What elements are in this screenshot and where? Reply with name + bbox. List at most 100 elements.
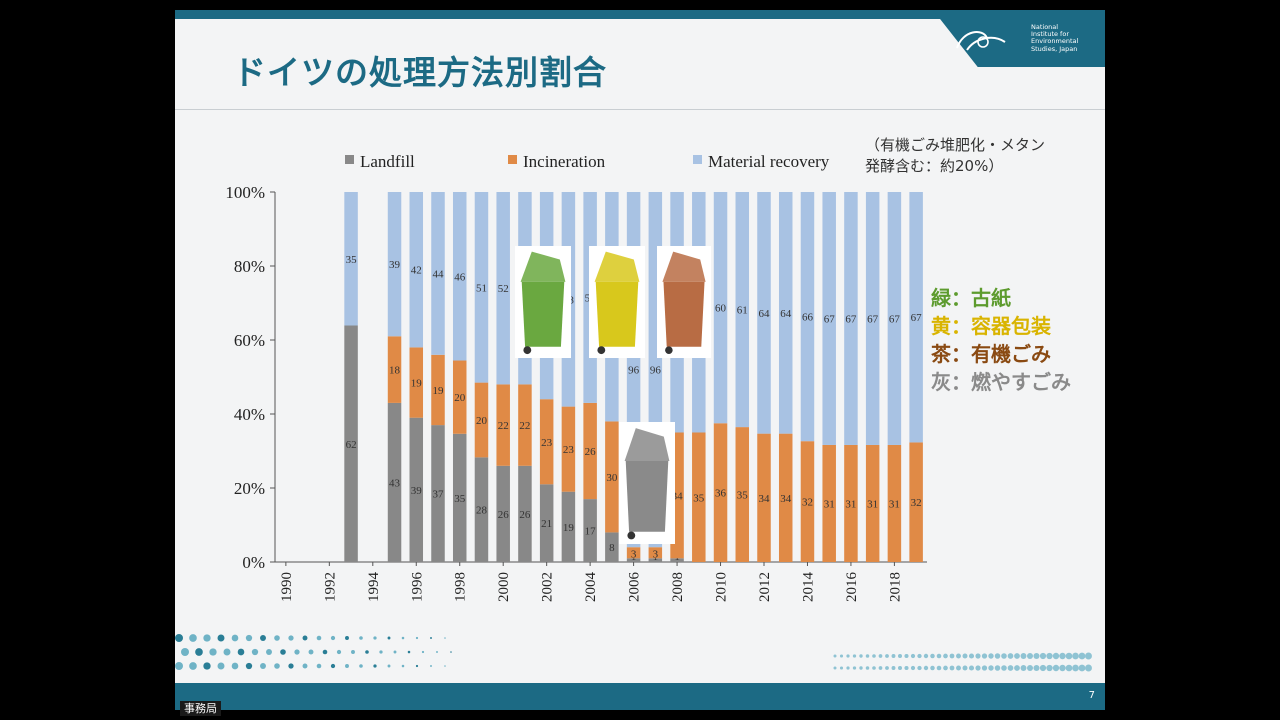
bar-incineration (887, 444, 902, 562)
data-label: 19 (433, 385, 445, 397)
bar-incineration (778, 433, 793, 562)
bar-landfill (518, 465, 532, 562)
bar-landfill (648, 558, 663, 562)
data-label: 22 (519, 420, 530, 432)
footer-bar (175, 683, 1105, 710)
bar-incineration (909, 442, 923, 562)
bar-landfill (539, 484, 554, 562)
bar-landfill (583, 499, 597, 562)
bar-landfill (474, 457, 489, 562)
page-number: 7 (1088, 690, 1095, 701)
x-tick-label: 2016 (844, 572, 860, 603)
y-tick-label: 20% (234, 479, 265, 498)
data-label: 43 (389, 477, 401, 489)
bar-material-recovery (757, 192, 771, 434)
data-label: 42 (411, 265, 422, 277)
data-label: 31 (824, 498, 835, 510)
data-label: 46 (454, 271, 466, 283)
note-line: 発酵含む：約20%） (865, 157, 1004, 175)
x-tick-label: 1998 (453, 572, 469, 602)
bin-color-legend: 緑：古紙 黄：容器包装 茶：有機ごみ 灰：燃やすごみ (931, 284, 1071, 396)
data-label: 52 (498, 283, 509, 295)
legend-label: Landfill (360, 152, 415, 171)
gray-bin-icon (619, 422, 675, 544)
bar-landfill (344, 325, 358, 562)
x-tick-label: 1992 (322, 572, 338, 602)
bar-material-recovery (344, 192, 358, 326)
bar-incineration (735, 427, 750, 562)
bar-incineration (387, 336, 402, 403)
data-label: 17 (585, 526, 597, 538)
y-tick-label: 0% (242, 553, 265, 572)
data-label: 60 (715, 303, 727, 315)
data-label: 67 (867, 313, 879, 325)
y-tick-label: 40% (234, 405, 265, 424)
slide-title: ドイツの処理方法別割合 (233, 53, 607, 92)
bar-incineration (518, 384, 532, 466)
bar-landfill (561, 491, 576, 562)
logo-text-line: Institute for (1031, 30, 1069, 39)
bar-material-recovery (713, 192, 728, 424)
data-label: 22 (498, 420, 509, 432)
data-label: 8 (609, 542, 615, 554)
data-label: 62 (346, 439, 357, 451)
data-label: 35 (454, 493, 466, 505)
x-tick-label: 2012 (757, 572, 773, 602)
data-label: 32 (802, 497, 813, 509)
chart-note: （有機ごみ堆肥化・メタン 発酵含む：約20%） (865, 135, 1045, 177)
bar-material-recovery (409, 192, 424, 348)
bar-incineration (583, 402, 597, 500)
bar-incineration (474, 382, 489, 458)
bin-legend-item: 緑：古紙 (931, 286, 1011, 310)
data-label: 44 (433, 268, 445, 280)
data-label: 20 (454, 392, 466, 404)
legend-swatch (693, 155, 702, 164)
yellow-bin-icon (589, 246, 645, 358)
data-label: 64 (780, 308, 792, 320)
data-label: 26 (498, 509, 510, 521)
bar-material-recovery (844, 192, 858, 445)
bar-material-recovery (778, 192, 793, 434)
x-tick-label: 2006 (627, 572, 643, 603)
x-tick-label: 2018 (887, 572, 903, 602)
bar-landfill (605, 532, 619, 562)
bar-landfill (626, 558, 641, 562)
bar-incineration (692, 432, 706, 562)
bar-incineration (757, 433, 771, 562)
bin-legend-item: 黄：容器包装 (931, 314, 1051, 338)
data-label: 66 (802, 312, 814, 324)
bar-incineration (822, 444, 836, 562)
stacked-bar-chart: 0%20%40%60%80%100%6203543183939194237194… (225, 152, 927, 603)
bar-material-recovery (387, 192, 402, 337)
bar-incineration (605, 421, 619, 533)
bar-material-recovery (865, 192, 880, 445)
bar-incineration (496, 384, 510, 466)
bar-material-recovery (887, 192, 902, 445)
legend-label: Material recovery (708, 152, 830, 171)
logo-text: National Institute for Environmental Stu… (1031, 23, 1093, 53)
y-tick-label: 60% (234, 331, 265, 350)
logo-text-line: Studies, Japan (1031, 44, 1078, 53)
bar-landfill (409, 417, 424, 562)
legend-label: Incineration (523, 152, 606, 171)
data-label: 35 (693, 492, 705, 504)
data-label: 64 (759, 308, 771, 320)
bar-landfill (452, 433, 467, 562)
data-label: 18 (389, 365, 401, 377)
data-label: 20 (476, 415, 488, 427)
green-bin-icon (515, 246, 571, 358)
bar-landfill (496, 465, 510, 562)
note-line: （有機ごみ堆肥化・メタン (865, 136, 1046, 154)
data-label: 30 (606, 472, 618, 484)
data-label: 32 (911, 497, 922, 509)
data-label: 34 (672, 490, 684, 502)
data-label: 39 (411, 485, 423, 497)
data-label: 96 (628, 365, 640, 377)
top-accent-bar (175, 10, 1105, 19)
data-label: 96 (650, 365, 662, 377)
logo-text-line: Environmental (1031, 37, 1079, 46)
data-label: 67 (824, 313, 836, 325)
office-label: 事務局 (180, 701, 221, 716)
data-label: 23 (563, 444, 575, 456)
data-label: 19 (411, 378, 423, 390)
